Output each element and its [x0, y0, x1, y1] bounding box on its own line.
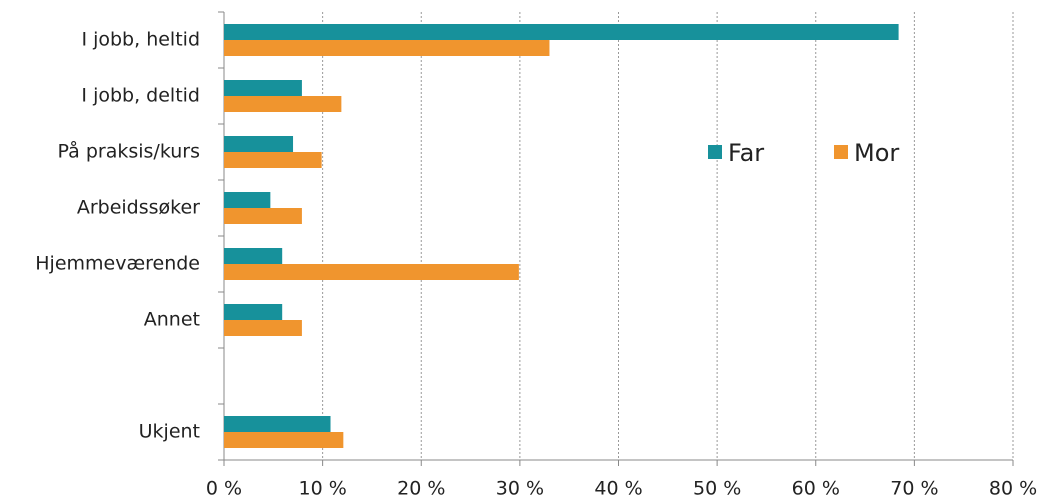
- bar: [224, 208, 302, 224]
- legend-label: Far: [728, 139, 764, 167]
- y-tick-label: I jobb, heltid: [81, 29, 200, 51]
- y-tick-label: Annet: [144, 309, 200, 331]
- x-tick-label: 70 %: [890, 478, 938, 499]
- bar: [224, 416, 331, 432]
- bar: [224, 40, 550, 56]
- bar: [224, 304, 283, 320]
- bar: [224, 320, 302, 336]
- x-tick-label: 30 %: [496, 478, 544, 499]
- y-tick-label: På praksis/kurs: [58, 140, 200, 163]
- legend-swatch: [708, 145, 722, 159]
- bar: [224, 24, 899, 40]
- y-tick-label: Ukjent: [139, 421, 200, 443]
- x-tick-label: 60 %: [792, 478, 840, 499]
- x-tick-label: 20 %: [397, 478, 445, 499]
- y-tick-label: Arbeidssøker: [77, 197, 200, 219]
- bar: [224, 192, 271, 208]
- x-tick-label: 0 %: [206, 478, 242, 499]
- x-tick-label: 50 %: [693, 478, 741, 499]
- y-tick-label: I jobb, deltid: [81, 85, 200, 107]
- bar: [224, 432, 344, 448]
- bar: [224, 152, 322, 168]
- x-tick-label: 10 %: [298, 478, 346, 499]
- y-tick-label: Hjemmeværende: [35, 253, 200, 275]
- legend-label: Mor: [854, 139, 899, 167]
- x-tick-label: 80 %: [989, 478, 1037, 499]
- bar: [224, 96, 342, 112]
- bar: [224, 264, 519, 280]
- bar: [224, 80, 302, 96]
- bar: [224, 248, 283, 264]
- x-tick-label: 40 %: [594, 478, 642, 499]
- bar: [224, 136, 294, 152]
- legend-swatch: [834, 145, 848, 159]
